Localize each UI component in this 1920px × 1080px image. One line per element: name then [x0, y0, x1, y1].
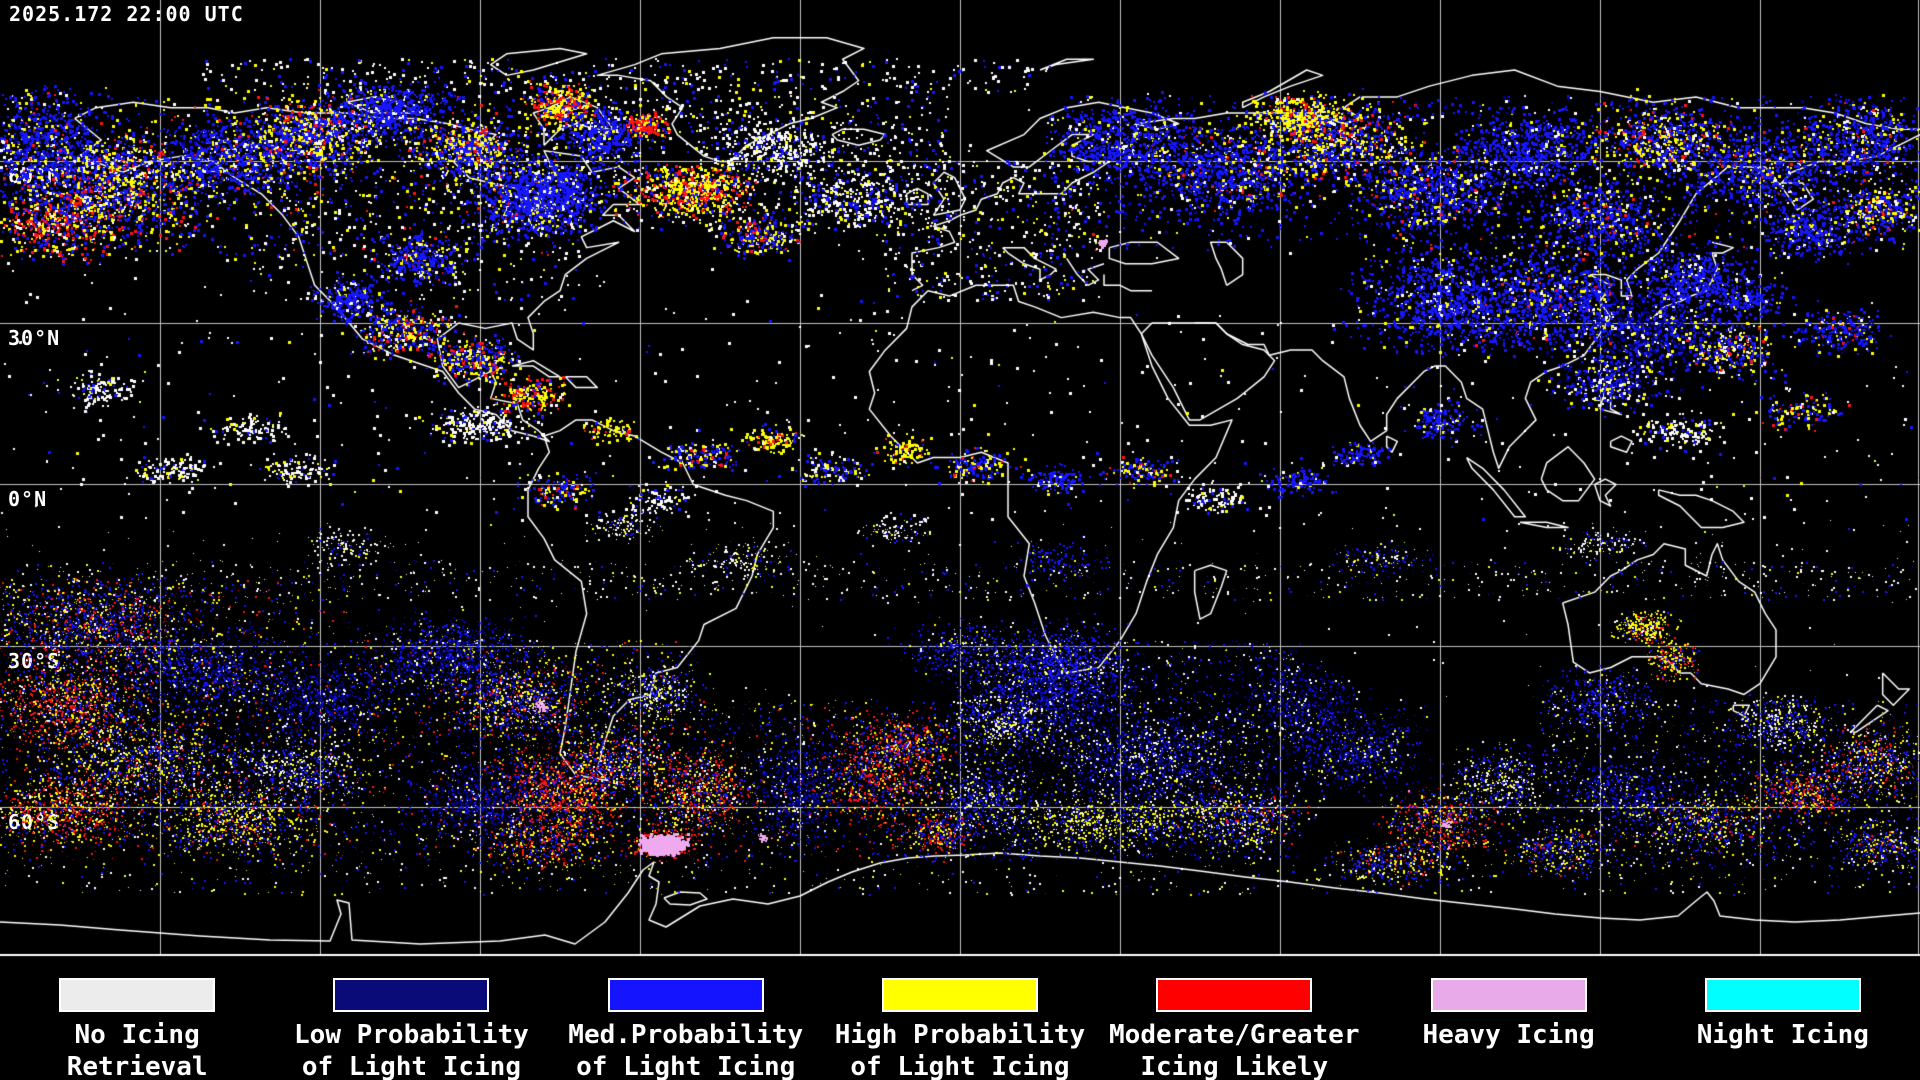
legend-label: High Probability of Light Icing [823, 1019, 1097, 1080]
latitude-label-30n: 30°N [8, 325, 61, 350]
legend-label: Moderate/Greater Icing Likely [1097, 1019, 1371, 1080]
world-icing-map: 60°N 30°N 0°N 30°S 60°S 2025.172 22:00 U… [0, 0, 1920, 958]
legend-item-low-probability: Low Probability of Light Icing [274, 958, 548, 1080]
legend-item-med-probability: Med.Probability of Light Icing [549, 958, 823, 1080]
legend-swatch [1156, 978, 1313, 1012]
legend-label-line1: High Probability [834, 1020, 1086, 1050]
legend-swatch [59, 978, 216, 1012]
latitude-label-60s: 60°S [8, 810, 61, 835]
legend-label-line1: Moderate/Greater [1109, 1020, 1360, 1050]
legend-label-line1: Night Icing [1696, 1020, 1869, 1050]
map-base-canvas [0, 0, 1920, 958]
legend-label: Night Icing [1646, 1019, 1920, 1051]
legend-label-line2: Icing Likely [1140, 1052, 1329, 1080]
legend-item-night-icing: Night Icing [1646, 958, 1920, 1080]
latitude-label-30s: 30°S [8, 648, 61, 673]
legend-label-line1: Low Probability [294, 1020, 529, 1050]
legend-label-line2: of Light Icing [301, 1052, 521, 1080]
legend-item-heavy-icing: Heavy Icing [1371, 958, 1645, 1080]
legend: No Icing Retrieval Low Probability of Li… [0, 958, 1920, 1080]
legend-swatch [1704, 978, 1861, 1012]
legend-label-line2: of Light Icing [850, 1052, 1070, 1080]
timestamp: 2025.172 22:00 UTC [9, 2, 244, 26]
legend-swatch [333, 978, 490, 1012]
latitude-label-0n: 0°N [8, 487, 48, 512]
legend-item-moderate-greater: Moderate/Greater Icing Likely [1097, 958, 1371, 1080]
legend-label: Low Probability of Light Icing [274, 1019, 548, 1080]
legend-label: Med.Probability of Light Icing [549, 1019, 823, 1080]
legend-swatch [881, 978, 1038, 1012]
legend-item-high-probability: High Probability of Light Icing [823, 958, 1097, 1080]
legend-label-line1: Med.Probability [568, 1020, 804, 1050]
legend-label-line2: of Light Icing [576, 1052, 796, 1080]
legend-swatch [607, 978, 764, 1012]
legend-swatch [1430, 978, 1587, 1012]
legend-label-line1: Heavy Icing [1422, 1020, 1595, 1050]
legend-label: No Icing Retrieval [0, 1019, 274, 1080]
legend-label-line2: Retrieval [66, 1052, 208, 1080]
latitude-label-60n: 60°N [8, 164, 61, 189]
legend-label: Heavy Icing [1371, 1019, 1645, 1051]
legend-label-line1: No Icing [74, 1020, 200, 1050]
legend-item-no-icing: No Icing Retrieval [0, 958, 274, 1080]
